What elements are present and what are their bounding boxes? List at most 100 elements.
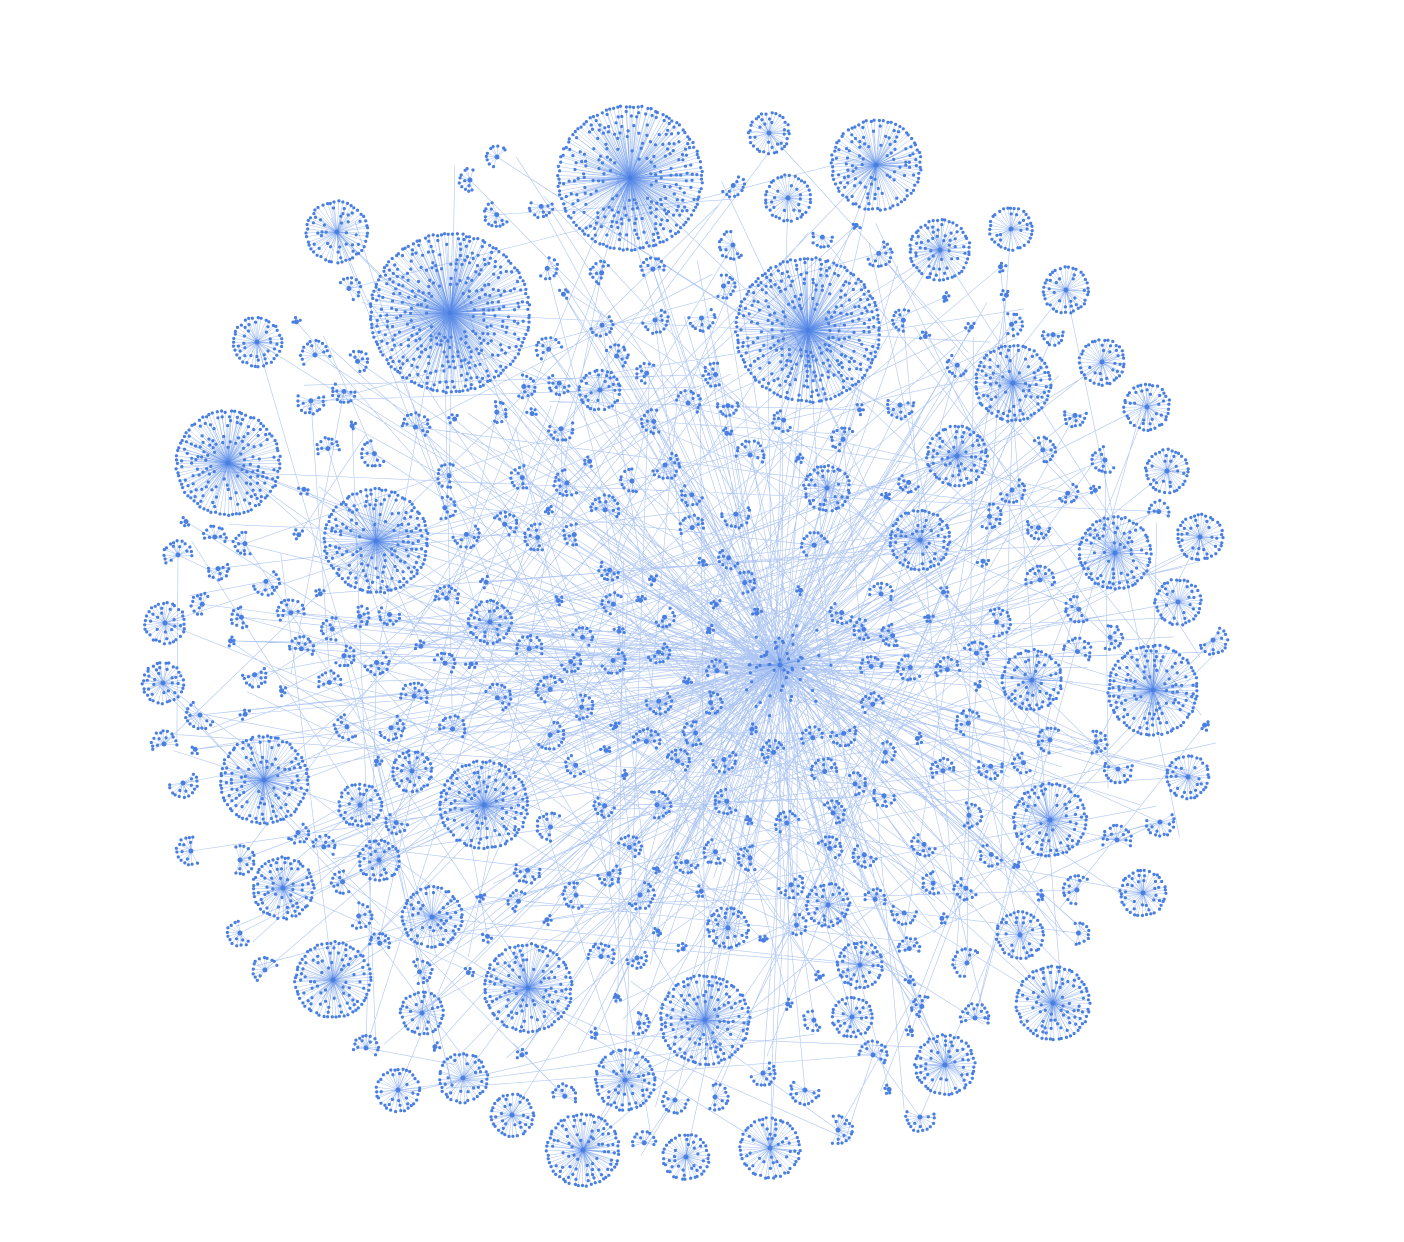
cluster-nodes [275, 598, 306, 622]
cluster-edges [1079, 516, 1152, 589]
cluster-nodes [934, 655, 962, 678]
cluster-nodes [464, 661, 478, 670]
cluster-nodes [547, 421, 575, 442]
cluster-edges [536, 337, 562, 360]
cluster-nodes [399, 681, 429, 705]
cluster-nodes [515, 1047, 528, 1060]
cluster-nodes [561, 881, 584, 910]
cluster-edges [185, 702, 213, 729]
cluster-nodes [457, 167, 475, 193]
cluster-nodes [989, 606, 1012, 638]
cluster-edges [801, 532, 828, 556]
cluster-nodes [378, 714, 406, 742]
cluster-nodes [596, 864, 622, 888]
cluster-nodes [811, 231, 834, 249]
cluster-nodes [722, 426, 734, 436]
node-layer [140, 104, 1230, 1188]
cluster-nodes [635, 594, 647, 603]
cluster-nodes [654, 606, 676, 629]
cluster-edges [765, 174, 811, 222]
cluster-nodes [851, 844, 878, 869]
cluster-edges [935, 657, 960, 676]
cluster-edges [572, 627, 593, 646]
cluster-edges [439, 715, 465, 737]
cluster-nodes [360, 439, 386, 468]
cluster-nodes [432, 1041, 442, 1052]
cluster-edges [719, 231, 742, 260]
cluster-nodes [910, 833, 937, 858]
cluster-edges [1013, 783, 1087, 857]
cluster-nodes [859, 691, 885, 715]
cluster-edges [235, 845, 255, 875]
cluster-nodes [609, 721, 621, 731]
cluster-nodes [293, 940, 373, 1019]
cluster-nodes [829, 725, 858, 748]
cluster-nodes [994, 910, 1046, 961]
cluster-nodes [433, 584, 460, 605]
cluster-nodes [883, 1083, 892, 1095]
cluster-nodes [304, 199, 370, 265]
cluster-nodes [1200, 720, 1210, 732]
cluster-nodes [140, 661, 186, 706]
cluster-nodes [771, 409, 792, 433]
cluster-nodes [1090, 729, 1109, 755]
cluster-nodes [848, 771, 867, 797]
cluster-nodes [1036, 888, 1045, 902]
cluster-nodes [738, 1116, 802, 1180]
cluster-nodes [1118, 868, 1168, 918]
cluster-nodes [744, 815, 754, 826]
cluster-nodes [1147, 498, 1171, 518]
cluster-nodes [537, 720, 566, 751]
cluster-nodes [1058, 482, 1080, 504]
cluster-nodes [910, 994, 930, 1019]
cluster-nodes [1024, 564, 1057, 587]
cluster-nodes [1006, 312, 1024, 338]
cluster-nodes [542, 914, 553, 927]
cluster-nodes [1036, 726, 1060, 755]
cluster-nodes [251, 855, 316, 921]
cluster-nodes [1025, 520, 1052, 541]
cluster-nodes [1103, 624, 1125, 651]
cluster-nodes [641, 308, 670, 335]
cluster-nodes [939, 912, 949, 925]
cluster-nodes [809, 757, 839, 781]
cluster-nodes [583, 455, 593, 468]
cluster-edges [240, 710, 250, 720]
cluster-edges [676, 390, 701, 413]
cluster-nodes [234, 844, 256, 876]
cluster-nodes [369, 232, 532, 395]
cluster-nodes [646, 642, 672, 665]
cluster-nodes [759, 739, 786, 764]
cluster-nodes [315, 436, 341, 456]
cluster-edges [565, 755, 585, 777]
cluster-edges [990, 608, 1011, 637]
cluster-nodes [447, 413, 459, 425]
cluster-edges [588, 943, 615, 963]
cluster-nodes [219, 734, 310, 826]
cluster-nodes [830, 995, 874, 1039]
cluster-nodes [535, 811, 562, 843]
cluster-nodes [1010, 751, 1032, 775]
cluster-nodes [251, 955, 279, 982]
cluster-nodes [484, 144, 507, 169]
cluster-edges [920, 331, 930, 339]
cluster-edges [960, 1003, 989, 1024]
cluster-edges [584, 457, 592, 467]
cluster-nodes [830, 1114, 854, 1146]
edge-layer [142, 106, 1228, 1187]
cluster-nodes [952, 876, 978, 902]
cluster-nodes [525, 407, 538, 417]
cluster-nodes [589, 1026, 599, 1040]
cluster-nodes [334, 644, 356, 668]
cluster-edges [1025, 566, 1055, 585]
cluster-nodes [1011, 781, 1089, 858]
cluster-nodes [749, 722, 758, 736]
cluster-nodes [317, 669, 343, 689]
cluster-nodes [785, 997, 794, 1012]
cluster-edges [595, 1049, 655, 1111]
cluster-nodes [354, 604, 371, 629]
cluster-nodes [332, 713, 358, 742]
cluster-edges [448, 414, 458, 423]
cluster-nodes [314, 588, 326, 598]
cluster-nodes [816, 835, 844, 860]
